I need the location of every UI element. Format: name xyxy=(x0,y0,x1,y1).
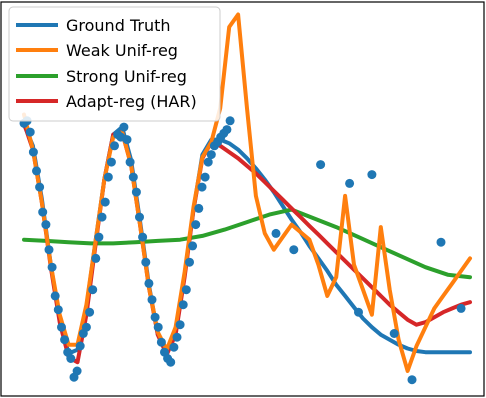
scatter-point xyxy=(144,278,154,288)
scatter-point xyxy=(119,122,129,132)
scatter-point xyxy=(47,262,57,272)
scatter-point xyxy=(44,245,54,255)
scatter-point xyxy=(35,182,45,192)
scatter-point xyxy=(225,116,235,126)
scatter-point xyxy=(103,172,113,182)
scatter-point xyxy=(175,320,185,330)
scatter-point xyxy=(150,312,160,322)
scatter-point xyxy=(156,337,166,347)
scatter-point xyxy=(106,157,116,167)
scatter-point xyxy=(147,295,157,305)
scatter-point xyxy=(345,178,355,188)
scatter-point xyxy=(389,329,399,338)
scatter-point xyxy=(50,291,60,301)
scatter-point xyxy=(169,342,179,352)
scatter-point xyxy=(153,322,163,332)
scatter-point xyxy=(38,207,48,217)
legend-box xyxy=(8,6,221,122)
scatter-point xyxy=(32,166,41,176)
scatter-point xyxy=(181,285,191,295)
scatter-point xyxy=(128,172,138,182)
legend-label-ground-truth: Ground Truth xyxy=(66,16,171,35)
scatter-point xyxy=(194,203,204,213)
scatter-point xyxy=(200,172,210,182)
scatter-layer xyxy=(19,116,466,385)
scatter-point xyxy=(178,300,188,310)
scatter-point xyxy=(28,147,38,157)
scatter-point xyxy=(72,366,82,376)
scatter-point xyxy=(197,182,207,192)
scatter-point xyxy=(185,257,194,267)
series-line-weak-unif-reg xyxy=(22,12,472,373)
scatter-point xyxy=(354,307,363,317)
scatter-point xyxy=(41,220,51,230)
scatter-point xyxy=(97,212,107,222)
scatter-point xyxy=(407,375,417,385)
scatter-point xyxy=(456,303,466,313)
scatter-point xyxy=(110,141,119,151)
scatter-point xyxy=(100,197,110,207)
scatter-point xyxy=(53,305,63,315)
scatter-point xyxy=(94,232,104,242)
scatter-point xyxy=(166,357,176,367)
legend: Ground Truth Weak Unif-reg Strong Unif-r… xyxy=(8,6,221,122)
legend-label-weak-unif-reg: Weak Unif-reg xyxy=(66,41,178,60)
scatter-point xyxy=(25,127,35,137)
scatter-point xyxy=(172,332,182,342)
series-layer xyxy=(22,12,472,373)
scatter-point xyxy=(81,322,91,332)
scatter-point xyxy=(191,220,201,230)
scatter-point xyxy=(316,160,326,170)
scatter-point xyxy=(206,150,216,160)
scatter-point xyxy=(138,232,148,242)
scatter-point xyxy=(367,170,377,180)
scatter-point xyxy=(289,245,299,255)
scatter-point xyxy=(57,322,66,332)
scatter-point xyxy=(203,157,213,167)
series-line-strong-unif-reg xyxy=(22,207,472,280)
legend-label-adapt-reg-har: Adapt-reg (HAR) xyxy=(66,92,197,111)
scatter-point xyxy=(436,237,446,247)
scatter-point xyxy=(85,307,95,317)
scatter-point xyxy=(141,257,151,267)
scatter-point xyxy=(122,135,132,145)
scatter-point xyxy=(75,341,85,351)
scatter-point xyxy=(271,228,281,238)
scatter-point xyxy=(60,335,70,345)
scatter-point xyxy=(88,285,98,295)
scatter-point xyxy=(125,157,135,167)
scatter-point xyxy=(135,212,144,222)
legend-label-strong-unif-reg: Strong Unif-reg xyxy=(66,67,187,86)
scatter-point xyxy=(91,253,101,263)
scatter-point xyxy=(131,187,141,197)
scatter-point xyxy=(222,125,232,135)
scatter-point xyxy=(66,354,76,363)
scatter-point xyxy=(188,241,198,251)
